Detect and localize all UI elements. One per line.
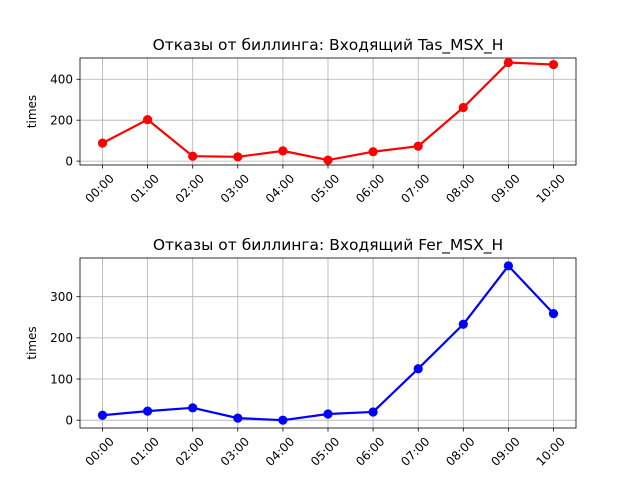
x-tick-label: 00:00 bbox=[82, 171, 116, 205]
y-tick-label: 0 bbox=[65, 154, 73, 168]
x-tick-label: 03:00 bbox=[218, 171, 252, 205]
x-tick-label: 10:00 bbox=[533, 171, 567, 205]
data-point bbox=[278, 146, 288, 156]
y-tick-label: 0 bbox=[65, 413, 73, 427]
chart-title: Отказы от биллинга: Входящий Tas_MSX_H bbox=[153, 36, 504, 55]
data-point bbox=[97, 138, 108, 148]
data-point bbox=[548, 59, 559, 70]
data-point bbox=[323, 409, 333, 419]
x-tick-label: 02:00 bbox=[173, 171, 207, 205]
y-tick-label: 200 bbox=[50, 331, 73, 345]
y-axis-label: times bbox=[25, 95, 39, 128]
data-point bbox=[458, 102, 468, 113]
data-point bbox=[368, 407, 378, 417]
data-point bbox=[188, 151, 198, 161]
y-tick-label: 400 bbox=[50, 73, 73, 87]
data-point bbox=[323, 155, 333, 165]
x-tick-label: 03:00 bbox=[218, 434, 252, 468]
x-tick-label: 06:00 bbox=[353, 434, 387, 468]
data-point bbox=[368, 147, 378, 157]
x-tick-label: 05:00 bbox=[308, 434, 342, 468]
data-point bbox=[233, 152, 243, 162]
x-tick-label: 09:00 bbox=[488, 171, 522, 205]
x-tick-label: 00:00 bbox=[82, 434, 116, 468]
x-tick-label: 01:00 bbox=[128, 434, 162, 468]
chart-panel-1: 0 200 400 00:00 01:00 02:00 03:00 04:00 05:00 06:… bbox=[25, 36, 577, 206]
y-axis-label: times bbox=[25, 326, 39, 359]
data-point bbox=[503, 57, 513, 68]
y-tick-label: 200 bbox=[50, 113, 73, 127]
data-point bbox=[233, 413, 243, 423]
y-tick-label: 100 bbox=[50, 372, 73, 386]
data-point bbox=[143, 114, 153, 125]
x-tick-label: 05:00 bbox=[308, 171, 342, 205]
x-tick-label: 04:00 bbox=[263, 171, 297, 205]
data-point bbox=[503, 261, 513, 271]
data-point bbox=[188, 403, 198, 413]
chart-title: Отказы от биллинга: Входящий Fer_MSX_H bbox=[153, 236, 503, 255]
x-tick-label: 07:00 bbox=[398, 171, 432, 205]
data-point bbox=[143, 406, 153, 416]
x-tick-label: 09:00 bbox=[488, 434, 522, 468]
data-point bbox=[413, 364, 423, 374]
data-point bbox=[548, 308, 559, 319]
x-tick-label: 02:00 bbox=[173, 434, 207, 468]
data-point bbox=[458, 319, 468, 329]
x-tick-label: 04:00 bbox=[263, 434, 297, 468]
data-point bbox=[413, 141, 423, 151]
x-tick-label: 10:00 bbox=[533, 434, 567, 468]
x-tick-label: 08:00 bbox=[443, 171, 477, 205]
x-tick-label: 06:00 bbox=[353, 171, 387, 205]
x-tick-label: 01:00 bbox=[128, 171, 162, 205]
data-point bbox=[278, 415, 288, 425]
y-tick-label: 300 bbox=[50, 290, 73, 304]
chart-panel-2: 0 100 200 300 00:00 01:00 02:00 03:00 04:00 05:00… bbox=[25, 236, 577, 469]
x-tick-label: 08:00 bbox=[443, 434, 477, 468]
data-point bbox=[97, 410, 108, 420]
x-tick-label: 07:00 bbox=[398, 434, 432, 468]
